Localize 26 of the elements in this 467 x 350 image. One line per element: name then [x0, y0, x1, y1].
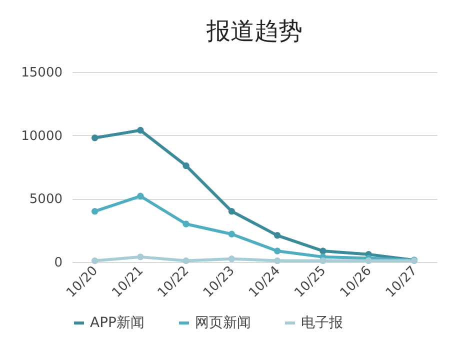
- point: [228, 230, 236, 238]
- point: [91, 134, 98, 142]
- legend-label: APP新闻: [90, 315, 144, 331]
- point: [274, 257, 281, 264]
- point: [91, 257, 98, 264]
- y-tick-label: 15000: [21, 66, 62, 80]
- point: [365, 257, 372, 264]
- legend-label: 电子报: [301, 315, 343, 331]
- point: [91, 208, 98, 215]
- point: [137, 192, 144, 200]
- point: [320, 248, 326, 254]
- point: [320, 257, 326, 264]
- point: [228, 208, 236, 215]
- point: [137, 126, 144, 134]
- y-tick-label: 0: [54, 256, 62, 270]
- legend-label: 网页新闻: [195, 315, 251, 331]
- point: [274, 248, 281, 254]
- point: [182, 162, 190, 170]
- point: [137, 254, 144, 260]
- chart-title: 报道趋势: [206, 17, 302, 45]
- point: [182, 257, 190, 264]
- point: [274, 232, 281, 239]
- point: [228, 255, 236, 262]
- y-tick-label: 10000: [21, 128, 62, 144]
- y-tick-label: 5000: [29, 192, 62, 208]
- point: [182, 220, 190, 228]
